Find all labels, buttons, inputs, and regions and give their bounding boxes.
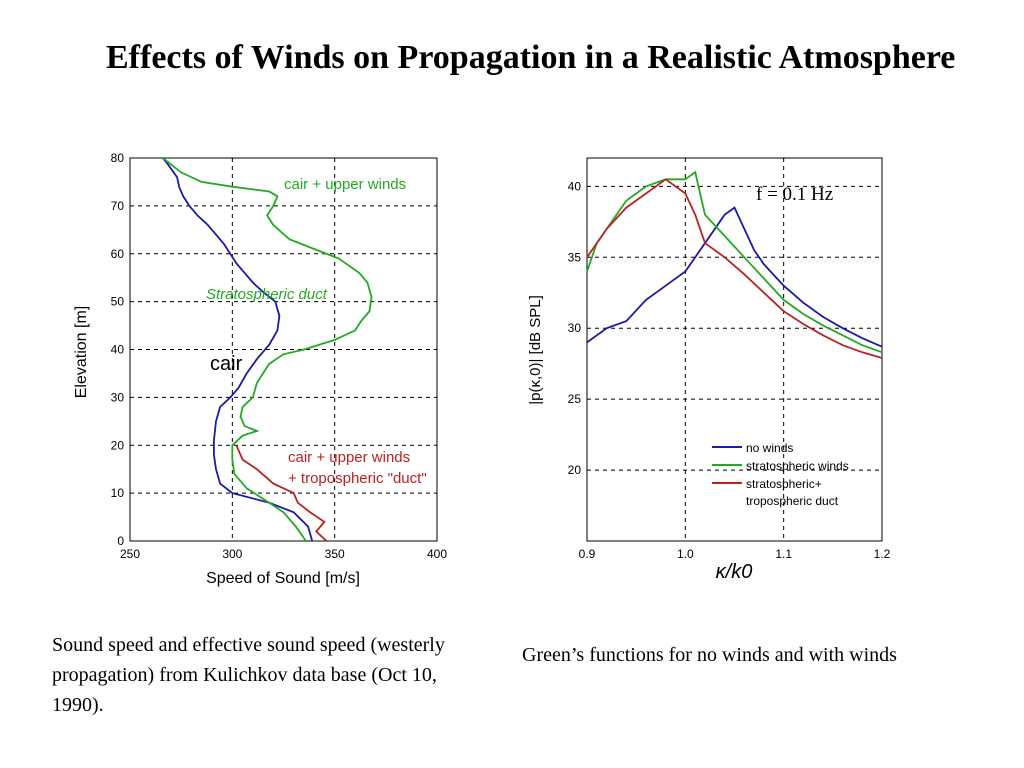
annotation-cair-upper-winds: cair + upper winds [288,449,410,466]
y-tick-label: 20 [568,463,582,477]
caption-right: Green’s functions for no winds and with … [522,644,897,666]
series-line-1 [586,170,883,354]
legend-label-stratospheric-winds: stratospheric winds [746,459,849,473]
chart-title: f = 0.1 Hz [756,184,833,205]
y-tick-label: 30 [568,321,582,335]
x-tick-label: 1.0 [677,547,694,561]
annotation-stratospheric-duct: Stratospheric duct [206,286,328,303]
y-tick-label: 50 [111,295,125,309]
slide-title: Effects of Winds on Propagation in a Rea… [106,39,956,76]
y-tick-label: 40 [111,343,125,357]
legend-label-no-winds: no winds [746,441,793,455]
legend: no winds stratospheric winds stratospher… [712,441,849,508]
y-tick-label: 60 [111,247,125,261]
series-line-2 [235,444,328,542]
series-line-1 [162,157,373,542]
y-tick-label: 40 [568,179,582,193]
y-tick-label: 35 [568,250,582,264]
y-axis-label: |p(κ,0)| [dB SPL] [527,295,544,405]
y-tick-label: 20 [111,438,125,452]
x-axis-label: κ/k0 [716,561,753,583]
annotation-upper-winds: cair + upper winds [284,176,406,193]
x-tick-label: 400 [427,547,447,561]
x-tick-label: 250 [120,547,140,561]
y-axis-label: Elevation [m] [73,306,90,398]
y-tick-label: 25 [568,392,582,406]
y-tick-label: 80 [111,151,125,165]
caption-left: Sound speed and effective sound speed (w… [52,634,445,716]
x-tick-label: 0.9 [579,547,596,561]
legend-label-stratospheric-plus: stratospheric+ [746,477,822,491]
y-tick-label: 0 [117,534,124,548]
x-tick-label: 350 [325,547,345,561]
series-line-0 [586,206,883,348]
x-axis-label: Speed of Sound [m/s] [206,570,360,587]
x-tick-label: 300 [222,547,242,561]
annotation-tropospheric-duct: + tropospheric "duct" [288,470,427,487]
annotation-cair: cair [210,353,243,375]
series-line-0 [162,157,314,542]
legend-label-tropospheric-duct: tropospheric duct [746,494,839,508]
x-tick-label: 1.2 [874,547,891,561]
series-line-2 [586,178,883,359]
x-tick-label: 1.1 [775,547,792,561]
plot-area [586,157,883,542]
y-tick-label: 30 [111,390,125,404]
y-tick-label: 10 [111,486,125,500]
y-tick-label: 70 [111,199,125,213]
